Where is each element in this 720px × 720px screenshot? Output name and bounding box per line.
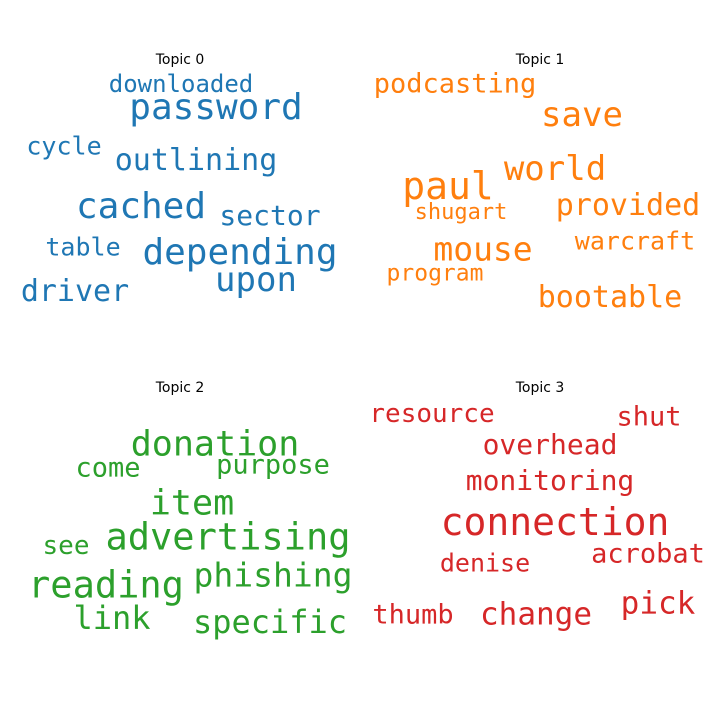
- word-bootable: bootable: [537, 280, 683, 315]
- word-overhead: overhead: [482, 428, 618, 461]
- word-monitoring: monitoring: [465, 464, 635, 497]
- topic-title: Topic 2: [155, 380, 205, 396]
- word-outlining: outlining: [114, 143, 278, 178]
- word-provided: provided: [555, 188, 701, 223]
- topic-panel-3: Topic 3 resource shut overhead monitoring co…: [360, 328, 720, 688]
- word-program: program: [386, 260, 484, 287]
- word-mouse: mouse: [433, 229, 533, 269]
- word-table: table: [45, 232, 121, 262]
- word-purpose: purpose: [216, 449, 330, 481]
- word-password: password: [129, 87, 303, 128]
- word-podcasting: podcasting: [373, 68, 537, 100]
- word-donation: donation: [130, 424, 300, 465]
- word-change: change: [480, 596, 592, 633]
- word-cycle: cycle: [26, 131, 102, 161]
- word-thumb: thumb: [372, 599, 454, 631]
- word-driver: driver: [20, 274, 130, 309]
- word-pick: pick: [620, 585, 696, 622]
- word-denise: denise: [439, 548, 531, 578]
- topic-panel-0: Topic 0 downloaded password cycle outlining…: [0, 0, 360, 360]
- word-world: world: [503, 149, 607, 189]
- topic-panel-2: Topic 2 donation come purpose item advertisi…: [0, 328, 360, 688]
- word-phishing: phishing: [193, 555, 353, 595]
- word-come: come: [75, 452, 141, 484]
- word-see: see: [42, 531, 90, 561]
- word-connection: connection: [440, 500, 670, 544]
- word-cached: cached: [75, 186, 207, 227]
- word-shugart: shugart: [414, 200, 508, 225]
- word-warcraft: warcraft: [574, 226, 696, 256]
- word-item: item: [149, 483, 235, 524]
- word-downloaded: downloaded: [108, 70, 254, 98]
- word-link: link: [73, 599, 151, 637]
- word-resource: resource: [369, 399, 495, 429]
- word-paul: paul: [402, 164, 494, 208]
- word-advertising: advertising: [105, 515, 351, 559]
- word-depending: depending: [142, 232, 338, 273]
- topic-title: Topic 0: [155, 52, 205, 68]
- word-specific: specific: [192, 603, 348, 641]
- word-save: save: [541, 95, 623, 135]
- word-acrobat: acrobat: [591, 538, 705, 570]
- word-reading: reading: [28, 563, 184, 607]
- word-sector: sector: [219, 199, 321, 232]
- topic-panel-1: Topic 1 podcasting save world paul provided s…: [360, 0, 720, 360]
- topic-title: Topic 3: [515, 380, 565, 396]
- topic-title: Topic 1: [515, 52, 565, 68]
- word-shut: shut: [616, 401, 682, 433]
- word-upon: upon: [215, 260, 297, 300]
